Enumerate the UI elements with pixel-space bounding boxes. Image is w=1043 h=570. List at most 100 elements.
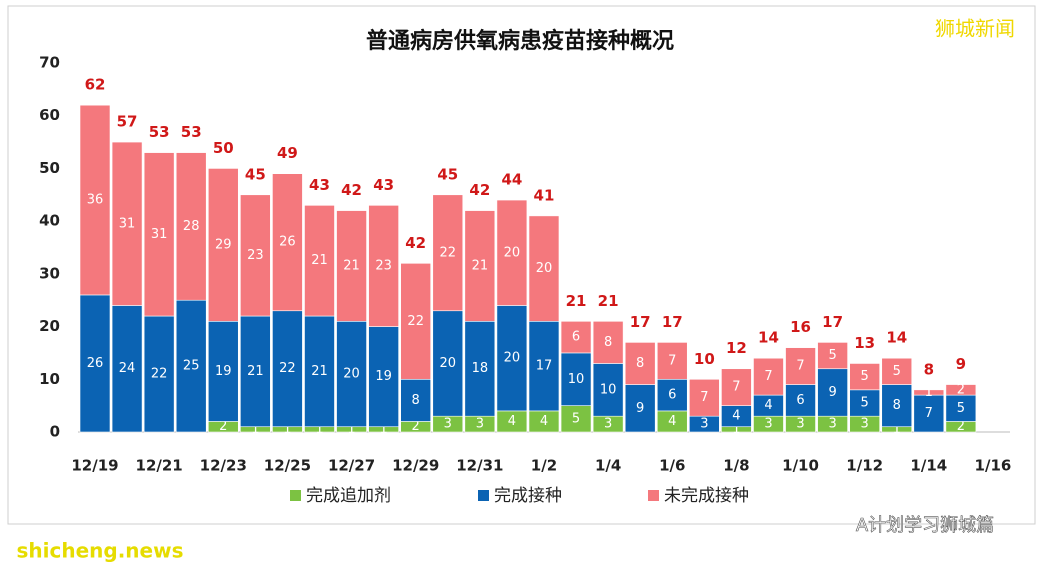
data-label: 29 — [215, 237, 232, 252]
data-label: 36 — [87, 193, 104, 208]
bar-segment — [496, 305, 528, 412]
y-tick-label: 30 — [39, 264, 60, 282]
data-label: 22 — [407, 314, 424, 329]
data-label: 20 — [504, 245, 521, 260]
data-label: 19 — [375, 369, 392, 384]
bar-segment — [721, 368, 752, 406]
bar-segment — [592, 363, 624, 417]
watermark: A计划学习狮城篇 — [856, 515, 994, 536]
data-label: 4 — [508, 414, 516, 429]
total-label: 42 — [469, 181, 490, 199]
bar-segment — [817, 342, 848, 370]
x-tick-label: 12/31 — [456, 457, 503, 475]
data-label: 8 — [636, 356, 644, 371]
bar-segment — [945, 394, 977, 422]
data-label: 7 — [796, 359, 804, 374]
legend-label: 完成接种 — [494, 486, 562, 506]
data-label: 1 — [347, 422, 355, 437]
data-label: 7 — [764, 369, 772, 384]
data-label: 6 — [668, 388, 676, 403]
data-label: 18 — [472, 361, 489, 376]
legend-label: 完成追加剂 — [306, 486, 391, 506]
total-label: 21 — [598, 292, 619, 310]
total-label: 49 — [277, 144, 298, 162]
x-tick-label: 12/27 — [328, 457, 375, 475]
y-tick-label: 70 — [39, 54, 60, 72]
data-label: 5 — [572, 411, 580, 426]
bar-segment — [785, 347, 816, 385]
total-label: 17 — [822, 313, 843, 331]
total-label: 50 — [213, 139, 234, 157]
x-tick-label: 12/29 — [392, 457, 439, 475]
data-label: 4 — [668, 414, 676, 429]
y-tick-label: 20 — [39, 317, 60, 335]
bar-segment — [624, 342, 656, 385]
data-label: 8 — [893, 398, 901, 413]
y-tick-label: 60 — [39, 106, 60, 124]
x-tick-label: 1/16 — [975, 457, 1012, 475]
data-label: 6 — [796, 393, 804, 408]
data-label: 26 — [87, 356, 104, 371]
y-tick-label: 50 — [39, 159, 60, 177]
x-tick-label: 12/25 — [264, 457, 311, 475]
x-tick-label: 1/6 — [659, 457, 685, 475]
bar-segment — [304, 205, 335, 317]
data-label: 21 — [311, 253, 328, 268]
data-label: 22 — [439, 245, 456, 260]
y-tick-label: 40 — [39, 212, 60, 230]
data-label: 7 — [668, 353, 676, 368]
total-label: 16 — [790, 318, 811, 336]
x-tick-label: 12/19 — [71, 457, 118, 475]
data-label: 1 — [315, 422, 323, 437]
data-label: 1 — [283, 422, 291, 437]
total-label: 42 — [405, 234, 426, 252]
legend-swatch — [648, 490, 659, 501]
bar-segment — [432, 194, 464, 312]
y-tick-label: 0 — [50, 423, 60, 441]
total-label: 43 — [309, 176, 330, 194]
data-label: 5 — [861, 396, 869, 411]
data-label: 17 — [536, 359, 553, 374]
bar-segment — [304, 315, 335, 428]
data-label: 4 — [764, 398, 772, 413]
data-label: 5 — [957, 401, 965, 416]
bar-segment — [336, 210, 367, 322]
data-label: 20 — [536, 261, 553, 276]
data-label: 7 — [700, 390, 708, 405]
data-label: 4 — [540, 414, 548, 429]
data-label: 2 — [219, 419, 227, 434]
data-label: 5 — [893, 364, 901, 379]
data-label: 1 — [732, 422, 740, 437]
bar-segment — [689, 378, 720, 417]
data-label: 22 — [151, 367, 168, 382]
data-label: 31 — [119, 216, 136, 231]
bar-segment — [272, 310, 303, 428]
data-label: 2 — [412, 419, 420, 434]
watermark: shicheng.news — [17, 539, 184, 563]
data-label: 10 — [568, 372, 585, 387]
legend-swatch — [290, 490, 301, 501]
total-label: 53 — [181, 123, 202, 141]
data-label: 1 — [925, 385, 933, 400]
bar-segment — [753, 357, 784, 396]
bar-segment — [336, 320, 367, 428]
data-label: 9 — [828, 385, 836, 400]
bar-segment — [785, 384, 816, 417]
bar-segment — [240, 315, 271, 428]
total-label: 57 — [117, 113, 138, 131]
data-label: 1 — [379, 422, 387, 437]
data-label: 8 — [604, 335, 612, 350]
bar-segment — [400, 263, 432, 380]
bar-segment — [656, 378, 688, 412]
bar-segment — [464, 210, 496, 322]
bar-segment — [656, 342, 688, 380]
total-label: 45 — [437, 165, 458, 183]
x-tick-label: 12/23 — [200, 457, 247, 475]
bar-segment — [560, 320, 592, 354]
total-label: 9 — [956, 355, 966, 373]
data-label: 1 — [251, 422, 259, 437]
x-tick-label: 1/4 — [595, 457, 621, 475]
total-label: 53 — [149, 123, 170, 141]
x-tick-label: 1/12 — [846, 457, 883, 475]
